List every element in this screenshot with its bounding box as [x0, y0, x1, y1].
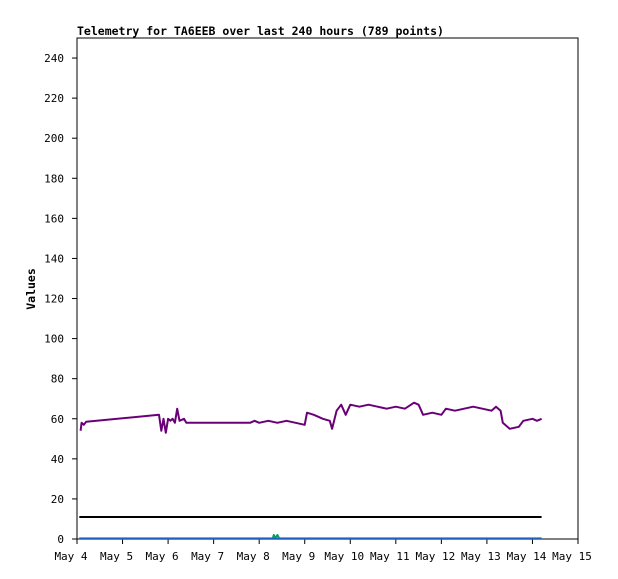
y-axis-ticks: 0 20 40 60 80 100 120 140 160 180 200 220 240: [44, 52, 77, 546]
x-tick-label: May 14: [507, 550, 547, 563]
series-group: [79, 401, 542, 540]
y-tick-label: 0: [57, 533, 64, 546]
y-tick-label: 60: [51, 413, 64, 426]
x-tick-label: May 7: [191, 550, 224, 563]
y-tick-label: 240: [44, 52, 64, 65]
x-tick-label: May 12: [415, 550, 455, 563]
x-tick-label: May 4: [54, 550, 87, 563]
x-tick-label: May 15: [552, 550, 592, 563]
x-tick-label: May 5: [100, 550, 133, 563]
y-axis-label: Values: [24, 268, 38, 310]
y-tick-label: 160: [44, 212, 64, 225]
x-axis-ticks: May 4 May 5 May 6 May 7 May 8 May 9 May 10 May …: [54, 539, 592, 563]
y-tick-label: 180: [44, 172, 64, 185]
y-tick-label: 80: [51, 373, 64, 386]
chart-title: Telemetry for TA6EEB over last 240 hours…: [77, 24, 444, 38]
y-tick-label: 140: [44, 252, 64, 265]
x-tick-label: May 6: [146, 550, 179, 563]
y-tick-label: 40: [51, 453, 64, 466]
x-tick-label: May 13: [461, 550, 501, 563]
y-tick-label: 220: [44, 92, 64, 105]
x-tick-label: May 11: [370, 550, 410, 563]
x-tick-label: May 8: [237, 550, 270, 563]
y-tick-label: 120: [44, 293, 64, 306]
y-tick-label: 200: [44, 132, 64, 145]
plot-frame: [76, 37, 579, 540]
x-tick-label: May 10: [324, 550, 364, 563]
x-tick-label: May 9: [282, 550, 315, 563]
y-tick-label: 100: [44, 333, 64, 346]
y-tick-label: 20: [51, 493, 64, 506]
series-line-1: [79, 401, 542, 434]
